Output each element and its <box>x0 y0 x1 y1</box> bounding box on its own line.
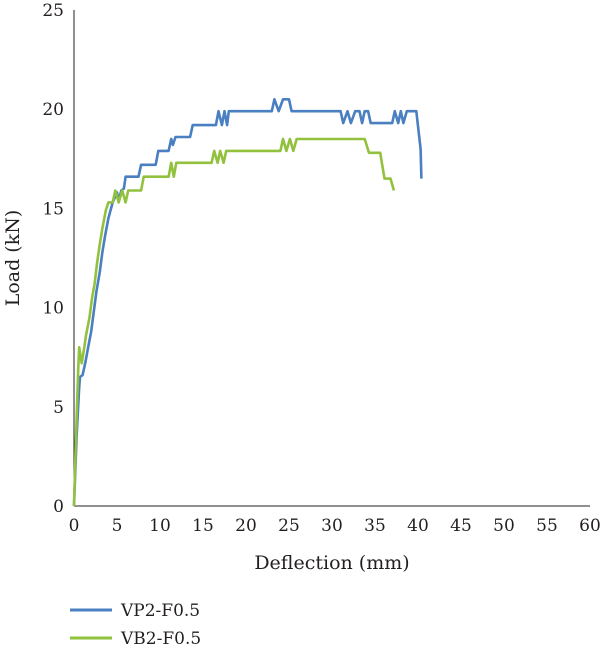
x-tick-label: 40 <box>407 516 429 536</box>
x-tick-label: 5 <box>112 516 123 536</box>
y-tick-label: 5 <box>53 398 64 418</box>
y-tick-label: 0 <box>53 497 64 517</box>
legend-item-vp2: VP2-F0.5 <box>70 601 200 621</box>
series-layer <box>72 98 423 507</box>
legend-label-vb2: VB2-F0.5 <box>120 629 201 649</box>
x-tick-label: 20 <box>235 516 257 536</box>
x-tick-label: 50 <box>493 516 515 536</box>
x-tick-label: 60 <box>579 516 600 536</box>
x-tick-label: 10 <box>149 516 171 536</box>
y-tick-label: 10 <box>42 299 64 319</box>
y-tick-label: 25 <box>42 1 64 21</box>
x-tick-labels: 0 5 10 15 20 25 30 35 40 45 50 55 60 <box>69 516 600 536</box>
x-tick-label: 15 <box>192 516 214 536</box>
x-tick-label: 25 <box>278 516 300 536</box>
series-line-vb2-f0.5 <box>72 137 396 507</box>
x-tick-label: 30 <box>321 516 343 536</box>
legend-label-vp2: VP2-F0.5 <box>120 601 200 621</box>
y-tick-labels: 0 5 10 15 20 25 <box>42 1 64 517</box>
x-tick-label: 45 <box>450 516 472 536</box>
y-tick-label: 15 <box>42 199 64 219</box>
x-tick-label: 0 <box>69 516 80 536</box>
series-line-vp2-f0.5 <box>72 98 423 507</box>
x-tick-label: 35 <box>364 516 386 536</box>
y-tick-label: 20 <box>42 100 64 120</box>
legend-item-vb2: VB2-F0.5 <box>70 629 201 649</box>
y-axis-title: Load (kN) <box>2 210 24 307</box>
legend: VP2-F0.5 VB2-F0.5 <box>70 601 201 649</box>
x-axis-title: Deflection (mm) <box>254 552 409 574</box>
plot-area: 0 5 10 15 20 25 0 5 10 15 20 25 30 35 40 45 50 55 60 <box>42 1 600 536</box>
x-tick-label: 55 <box>536 516 558 536</box>
